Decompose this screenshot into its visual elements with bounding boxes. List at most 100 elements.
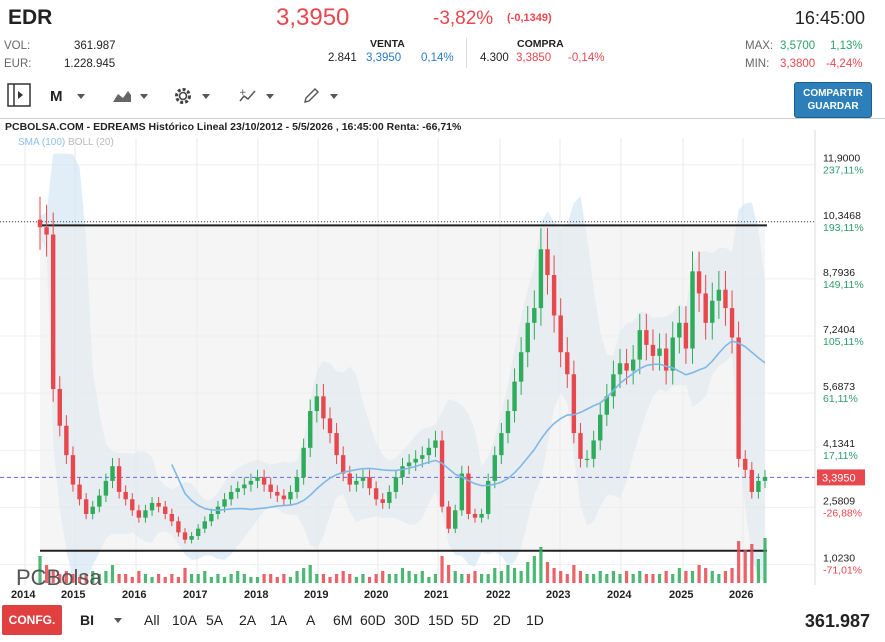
period-button-5d[interactable]: 5D — [461, 612, 479, 628]
volume-bar — [723, 571, 728, 583]
candle — [439, 440, 445, 507]
x-tick-label: 2023 — [546, 589, 570, 600]
max-percent: 1,13% — [830, 40, 863, 52]
candle — [591, 440, 596, 459]
volume-bar — [150, 577, 154, 583]
volume-bar — [552, 568, 556, 583]
candle — [321, 396, 326, 419]
candle — [683, 322, 689, 349]
candle — [64, 425, 69, 456]
drawing-tools-dropdown[interactable] — [302, 85, 338, 107]
volume-bar — [433, 574, 438, 583]
boll-legend[interactable]: BOLL (20) — [68, 137, 114, 148]
chart-toolbar: M + — [0, 80, 885, 116]
volume-bar — [499, 571, 503, 583]
candle — [644, 330, 649, 345]
volume-bar — [222, 577, 227, 583]
period-button-a[interactable]: A — [306, 612, 316, 628]
volume-bar — [249, 577, 253, 583]
period-button-6m[interactable]: 6M — [333, 612, 353, 628]
period-button-2d[interactable]: 2D — [493, 612, 511, 628]
volume-bar — [334, 574, 339, 583]
candle — [380, 499, 385, 503]
volume-bar — [236, 571, 240, 583]
x-tick-label: 2022 — [486, 589, 510, 600]
period-button-2a[interactable]: 2A — [239, 612, 257, 628]
volume-bar — [565, 574, 569, 583]
volume-bar — [196, 574, 200, 583]
volume-bar — [203, 571, 207, 583]
candle — [571, 374, 577, 434]
candle — [261, 477, 267, 485]
y-tick-percent: -26,88% — [823, 507, 862, 519]
volume-bar — [44, 565, 49, 583]
candle — [222, 499, 227, 507]
candle — [492, 455, 497, 481]
volume-bar — [209, 577, 213, 583]
watermark: PCBolsa — [16, 565, 102, 590]
candle — [433, 440, 438, 448]
candle — [354, 480, 359, 485]
x-tick-label: 2014 — [11, 589, 36, 600]
period-button-10a[interactable]: 10A — [172, 612, 197, 628]
candle — [703, 293, 708, 323]
period-button-60d[interactable]: 60D — [360, 612, 386, 628]
volume-bar — [354, 577, 358, 583]
period-dropdown[interactable]: M — [50, 85, 85, 107]
candle — [690, 271, 695, 349]
scale-dropdown[interactable]: BI — [80, 612, 122, 628]
period-button-1d[interactable]: 1D — [526, 612, 544, 628]
volume-bar — [328, 577, 332, 583]
x-tick-label: 2021 — [424, 589, 448, 600]
volume-bar — [578, 571, 583, 583]
y-tick-percent: 105,11% — [823, 336, 864, 348]
sma-path — [171, 340, 766, 512]
candle — [426, 447, 432, 456]
period-button-15d[interactable]: 15D — [428, 612, 454, 628]
volume-bar — [493, 568, 497, 583]
candle — [696, 271, 702, 294]
period-button-5a[interactable]: 5A — [206, 612, 224, 628]
volume-bar — [242, 574, 246, 583]
period-button-1a[interactable]: 1A — [270, 612, 288, 628]
volume-bar — [618, 574, 622, 583]
change-percent: -3,82% — [433, 8, 494, 29]
volume-bar — [143, 574, 148, 583]
candle — [420, 455, 425, 459]
candle — [617, 363, 623, 375]
config-button[interactable]: CONFG. — [2, 605, 62, 635]
chart-type-dropdown[interactable] — [112, 85, 148, 107]
indicators-dropdown[interactable]: + — [238, 85, 274, 107]
volume-bar — [321, 574, 326, 583]
period-button-all[interactable]: All — [144, 612, 160, 628]
volume-label: VOL: — [4, 40, 31, 52]
price-chart[interactable]: 2014 2015 2016 2017 2018 2019 2020 2021 2022 2023… — [0, 130, 885, 600]
sma-legend[interactable]: SMA (100) — [18, 137, 66, 148]
candle — [340, 455, 346, 474]
candle — [281, 495, 287, 500]
settings-dropdown[interactable] — [172, 85, 210, 107]
toggle-panel-button[interactable] — [7, 83, 31, 107]
candle — [743, 458, 748, 470]
candle — [479, 513, 484, 518]
candle — [749, 469, 755, 492]
volume-bar — [473, 571, 477, 583]
volume-bar — [394, 574, 398, 583]
volume-bar — [84, 574, 88, 583]
candle — [57, 388, 62, 426]
period-button-30d[interactable]: 30D — [394, 612, 420, 628]
volume-bar — [605, 574, 609, 583]
panel-toggle-icon — [7, 83, 31, 107]
candle — [393, 477, 399, 492]
candle — [472, 513, 478, 518]
last-update-time: 16:45:00 — [794, 8, 865, 28]
share-save-button[interactable]: COMPARTIR GUARDAR — [794, 82, 872, 118]
volume-bar — [58, 574, 62, 583]
volume-bar — [486, 574, 490, 583]
volume-bar — [545, 562, 550, 583]
volume-bar — [229, 574, 233, 583]
candle — [83, 499, 89, 514]
volume-bar — [447, 565, 451, 583]
x-tick-label: 2020 — [364, 589, 388, 600]
volume-bar — [479, 574, 484, 583]
